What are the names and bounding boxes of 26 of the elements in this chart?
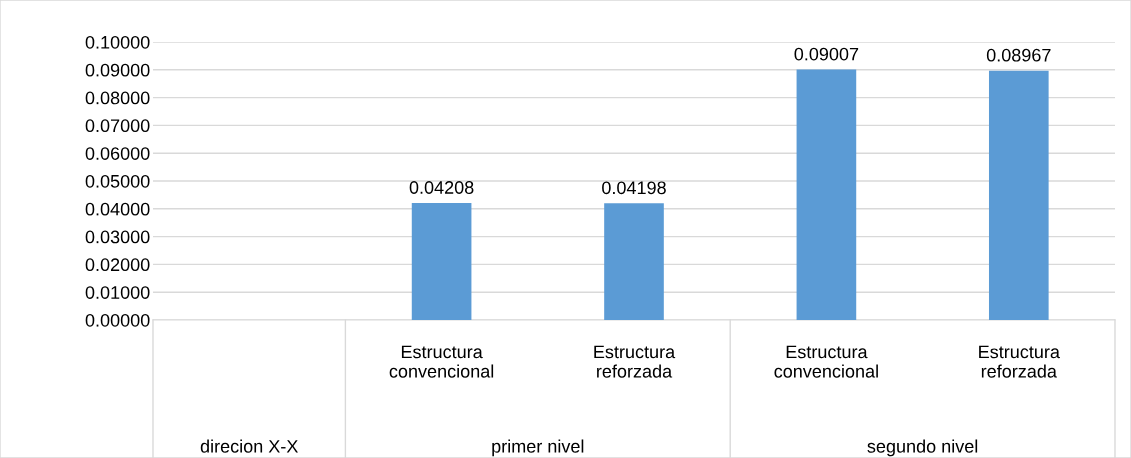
- y-tick-label: 0.09000: [85, 63, 150, 77]
- text: direcion X-X: [200, 439, 298, 453]
- x-tick-label: Estructura reforzada: [594, 345, 676, 378]
- y-tick-label: 0.03000: [85, 230, 150, 244]
- text: primer nivel: [492, 439, 584, 457]
- bar: [988, 70, 1049, 320]
- bar: [411, 203, 472, 320]
- bar: [796, 69, 857, 320]
- y-tick-label: 0.02000: [85, 258, 150, 272]
- y-tick-label: 0.01000: [85, 286, 150, 299]
- y-tick-label: 0.08000: [85, 91, 150, 105]
- y-tick-label: 0.07000: [85, 119, 150, 133]
- y-tick-label: 0.00000: [85, 313, 150, 327]
- y-tick-label: 0.05000: [85, 174, 150, 188]
- text: segundo nivel: [867, 439, 978, 457]
- bar: [604, 203, 664, 320]
- y-tick-label: 0.10000: [85, 35, 150, 49]
- data-label: 0.09007: [794, 47, 859, 61]
- y-tick-label: 0.04000: [85, 202, 150, 216]
- data-label: 0.04198: [602, 181, 666, 195]
- data-label: 0.08967: [986, 48, 1051, 62]
- x-tick-label: Estructura convencional: [774, 345, 878, 378]
- y-tick-label: 0.06000: [85, 147, 150, 160]
- x-tick-label: Estructura convencional: [389, 345, 494, 378]
- x-tick-label: Estructura reforzada: [979, 345, 1060, 378]
- data-label: 0.04208: [409, 181, 474, 194]
